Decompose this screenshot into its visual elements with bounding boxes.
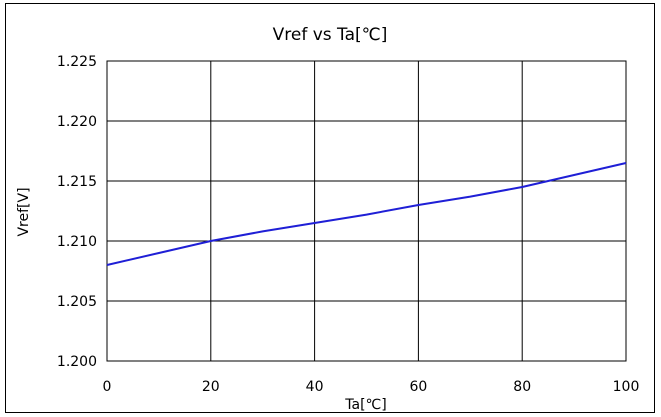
x-axis-ticks: 0 20 40 60 80 100 [103,379,640,395]
y-tick-label: 1.225 [57,54,97,70]
x-tick-label: 100 [613,379,640,395]
x-tick-label: 60 [409,379,427,395]
chart-title: Vref vs Ta[℃] [273,25,388,45]
series-line [106,162,627,266]
x-tick-label: 80 [513,379,531,395]
x-axis-label: Ta[℃] [344,397,386,413]
y-tick-label: 1.215 [57,174,97,190]
x-tick-label: 40 [306,379,324,395]
grid [106,60,627,362]
x-tick-label: 0 [103,379,112,395]
plot-area [106,60,627,362]
y-axis-ticks: 1.200 1.205 1.210 1.215 1.220 1.225 [57,54,97,370]
y-tick-label: 1.220 [57,114,97,130]
y-tick-label: 1.200 [57,354,97,370]
y-tick-label: 1.205 [57,294,97,310]
chart-frame [5,3,655,413]
x-tick-label: 20 [202,379,220,395]
y-tick-label: 1.210 [57,234,97,250]
y-axis-label: Vref[V] [16,187,32,236]
